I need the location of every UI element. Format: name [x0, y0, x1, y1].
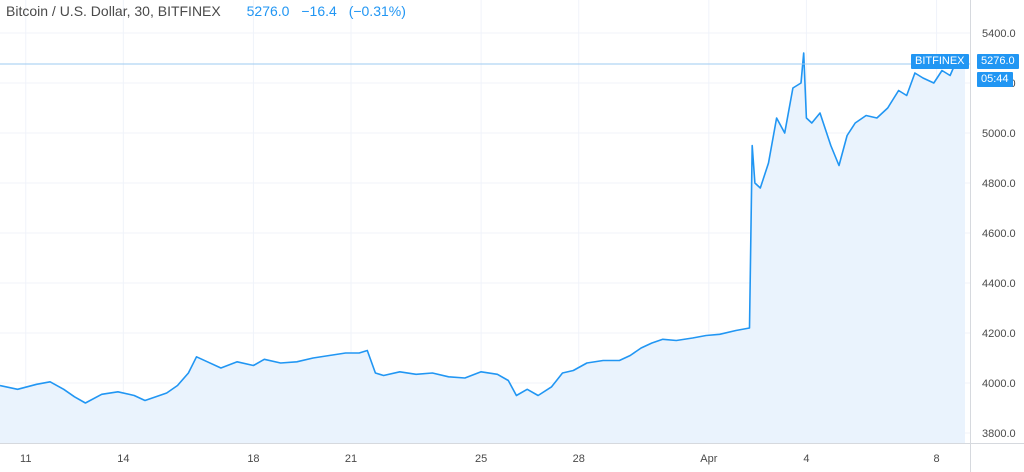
time-axis[interactable]: 11 14 18 21 25 28 Apr 4 8 — [20, 453, 940, 465]
x-tick-label: 25 — [475, 453, 487, 465]
price-area-fill — [0, 53, 965, 443]
exchange-tag: BITFINEX — [911, 54, 969, 69]
last-price-tag: 5276.0 — [977, 54, 1019, 69]
y-tick-label: 4600.0 — [982, 228, 1016, 240]
x-tick-label: 4 — [803, 453, 809, 465]
bar-countdown-tag: 05:44 — [977, 72, 1013, 87]
x-tick-label: Apr — [700, 453, 717, 465]
price-change-percent: (−0.31%) — [348, 3, 406, 19]
legend-values: 5276.0 −16.4 (−0.31%) — [247, 3, 414, 19]
x-tick-label: 8 — [933, 453, 939, 465]
x-tick-label: 21 — [345, 453, 357, 465]
price-axis[interactable]: 3800.0 4000.0 4200.0 4400.0 4600.0 4800.0 5000… — [982, 28, 1016, 440]
chart-legend: Bitcoin / U.S. Dollar, 30, BITFINEX 5276… — [6, 2, 414, 20]
price-line — [0, 52, 966, 404]
y-tick-label: 4000.0 — [982, 378, 1016, 390]
y-tick-label: 4200.0 — [982, 328, 1016, 340]
y-tick-label: 4400.0 — [982, 278, 1016, 290]
x-tick-label: 28 — [573, 453, 585, 465]
symbol-title: Bitcoin / U.S. Dollar, 30, BITFINEX — [6, 3, 221, 19]
last-price-value: 5276.0 — [246, 3, 290, 19]
x-tick-label: 14 — [117, 453, 129, 465]
y-tick-label: 3800.0 — [982, 428, 1016, 440]
y-tick-label: 5400.0 — [982, 28, 1016, 40]
y-tick-label: 5000.0 — [982, 128, 1016, 140]
x-tick-label: 18 — [247, 453, 259, 465]
x-tick-label: 11 — [20, 453, 31, 465]
y-tick-label: 4800.0 — [982, 178, 1016, 190]
price-change-value: −16.4 — [301, 3, 337, 19]
